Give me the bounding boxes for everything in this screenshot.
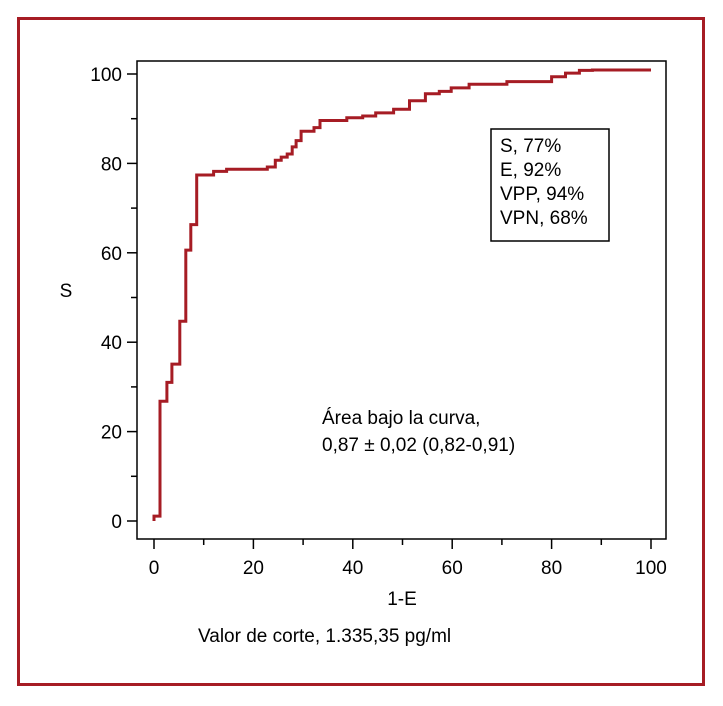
roc-curve-line xyxy=(152,68,651,521)
x-tick-label: 100 xyxy=(635,558,667,579)
metric-vpp: VPP, 94% xyxy=(500,184,584,205)
y-tick-label: 60 xyxy=(101,244,122,265)
y-tick-label: 100 xyxy=(90,65,122,86)
x-tick-label: 0 xyxy=(149,558,160,579)
y-tick-label: 80 xyxy=(101,154,122,175)
y-tick-label: 0 xyxy=(111,512,122,533)
cutoff-caption: Valor de corte, 1.335,35 pg/ml xyxy=(198,626,451,647)
x-axis-label: 1-E xyxy=(387,589,417,610)
x-tick-label: 60 xyxy=(442,558,463,579)
metric-sensitivity: S, 77% xyxy=(500,136,561,157)
x-tick-label: 40 xyxy=(342,558,363,579)
auc-annotation-line2: 0,87 ± 0,02 (0,82-0,91) xyxy=(322,435,515,456)
y-axis-label: S xyxy=(60,281,73,302)
x-axis-ticks: 0 20 40 60 80 100 xyxy=(149,539,667,579)
y-axis-ticks: 0 20 40 60 80 100 xyxy=(90,65,137,533)
plot-area xyxy=(136,60,667,540)
metric-specificity: E, 92% xyxy=(500,160,561,181)
metrics-box xyxy=(490,128,610,242)
x-tick-label: 20 xyxy=(243,558,264,579)
auc-annotation-line1: Área bajo la curva, xyxy=(322,408,480,429)
y-tick-label: 20 xyxy=(101,423,122,444)
y-tick-label: 40 xyxy=(101,333,122,354)
metric-vpn: VPN, 68% xyxy=(500,208,588,229)
x-tick-label: 80 xyxy=(541,558,562,579)
